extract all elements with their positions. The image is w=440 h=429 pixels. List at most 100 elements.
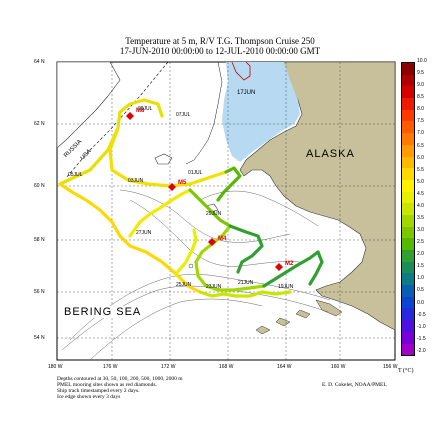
mooring-m4-marker	[208, 238, 216, 246]
colorbar-tick-label: 9.0	[417, 82, 424, 89]
colorbar-tick-label: -2.0	[417, 347, 426, 354]
note-moorings: PMEL mooring sites shown as red diamonds…	[57, 382, 157, 388]
colorbar-tick-label: 1.5	[417, 263, 424, 270]
lat-label: 64 N	[34, 59, 45, 65]
colorbar-swatch	[402, 226, 414, 239]
credit: E. D. Cokelet, NOAA/PMEL	[322, 382, 387, 388]
bering-sea-label: BERING SEA	[64, 306, 142, 318]
timestamp-label: 09JUL	[138, 106, 153, 112]
colorbar-swatch	[402, 191, 414, 204]
colorbar-swatch	[402, 273, 414, 286]
colorbar-tick-label: 3.0	[417, 227, 424, 234]
colorbar-swatch	[402, 121, 414, 134]
colorbar-swatch	[402, 285, 414, 297]
timestamp-label: 07JUL	[176, 112, 191, 118]
colorbar-swatch	[402, 179, 414, 192]
mooring-m5-marker	[168, 183, 176, 191]
colorbar-tick-label: 8.5	[417, 94, 424, 101]
lat-label: 60 N	[34, 183, 45, 189]
colorbar-tick-label: 5.5	[417, 166, 424, 173]
timestamp-label: 27JUN	[136, 230, 152, 236]
aleutian-islands	[255, 299, 343, 335]
lat-label: 62 N	[34, 121, 45, 127]
lat-label: 56 N	[34, 289, 45, 295]
colorbar-tick-label: 9.5	[417, 70, 424, 77]
colorbar-tick-label: 0.0	[417, 299, 424, 306]
lat-label: 54 N	[34, 335, 45, 341]
sea-ice-edge	[185, 61, 223, 165]
mooring-m4-label: M4	[218, 236, 227, 242]
colorbar-swatch	[402, 261, 414, 274]
map-subtitle: 17-JUN-2010 00:00:00 to 12-JUL-2010 00:0…	[119, 46, 321, 56]
colorbar-swatch	[402, 74, 414, 87]
timestamp-label: 23JUN	[206, 284, 222, 290]
graticule	[57, 62, 395, 360]
convention-line	[65, 61, 169, 179]
colorbar-swatch	[402, 343, 414, 356]
colorbar-swatch	[402, 296, 414, 309]
note-ice-edge: Ice edge shown every 3 days	[57, 394, 121, 400]
colorbar-swatch	[402, 250, 414, 262]
colorbar-tick-label: 8.0	[417, 106, 424, 113]
lon-label: 156 W	[383, 364, 398, 370]
colorbar-swatch	[402, 320, 414, 332]
ice-edge-red	[231, 61, 251, 81]
lon-label: 164 W	[277, 364, 292, 370]
colorbar-tick-label: 6.5	[417, 142, 424, 149]
map-title: Temperature at 5 m, R/V T.G. Thompson Cr…	[125, 36, 315, 46]
colorbar-tick-label: 5.0	[417, 178, 424, 185]
colorbar-tick-labels: 10.0 9.5 9.0 8.5 8.0 7.5 7.0 6.5 6.0 5.5 5.0 4.5 4.0…	[417, 58, 427, 354]
mooring-m8-marker	[126, 112, 134, 120]
mooring-m8-label: M8	[136, 108, 145, 114]
colorbar-swatch	[402, 86, 414, 99]
sea-ice-area	[222, 62, 300, 162]
siberia-landmass	[56, 61, 121, 149]
mooring-m2-label: M2	[285, 261, 294, 267]
lon-label: 176 W	[103, 364, 118, 370]
colorbar-tick-label: 10.0	[417, 58, 427, 64]
colorbar-tick-label: 2.5	[417, 239, 424, 246]
lon-label: 172 W	[161, 364, 176, 370]
alaska-label: ALASKA	[306, 148, 355, 160]
colorbar-tick-label: 0.5	[417, 287, 424, 294]
pribilof-island	[188, 263, 194, 269]
colorbar-swatch	[402, 168, 414, 180]
colorbar-swatch	[402, 203, 414, 215]
note-ship-track: Ship track timestamped every 2 days.	[57, 388, 140, 394]
lat-label: 58 N	[34, 237, 45, 243]
colorbar-tick-label: 7.0	[417, 130, 424, 137]
moorings	[126, 112, 283, 271]
lon-label: 160 W	[331, 364, 346, 370]
st-lawrence-island	[154, 153, 173, 165]
timestamp-label: 17JUN	[237, 90, 256, 96]
colorbar-tick-label: 4.5	[417, 190, 424, 197]
alaska-landmass	[239, 61, 396, 331]
note-depths: Depths contoured at 30, 50, 100, 200, 50…	[57, 376, 183, 382]
colorbar-tick-label: 4.0	[417, 202, 424, 209]
colorbar-swatch	[402, 144, 414, 157]
colorbar-swatch	[402, 63, 414, 75]
colorbar-tick-label: 3.5	[417, 215, 424, 222]
lon-label: 168 W	[219, 364, 234, 370]
timestamp-label: 19JUN	[278, 284, 294, 290]
colorbar-tick-label: -1.0	[417, 323, 426, 330]
colorbar-tick-label: 2.0	[417, 251, 424, 258]
colorbar-swatch	[402, 109, 414, 122]
colorbar-swatch	[402, 133, 414, 145]
colorbar-swatch	[402, 238, 414, 250]
colorbar-tick-label: 7.5	[417, 118, 424, 125]
colorbar-tick-label: -0.5	[417, 311, 426, 318]
colorbar-unit: T (°C)	[398, 368, 414, 374]
mooring-m2-marker	[275, 263, 283, 271]
colorbar-swatch	[402, 331, 414, 344]
colorbar-swatch	[402, 156, 414, 169]
timestamp-label: 29JUN	[206, 211, 222, 217]
colorbar-swatch	[402, 214, 414, 227]
colorbar-swatch	[402, 98, 414, 110]
timestamp-label: 01JUL	[188, 170, 203, 176]
colorbar-swatch	[402, 308, 414, 321]
colorbar-tick-label: 6.0	[417, 154, 424, 161]
timestamp-label: 03JUN	[128, 178, 144, 184]
timestamp-label: 05JUL	[68, 172, 83, 178]
